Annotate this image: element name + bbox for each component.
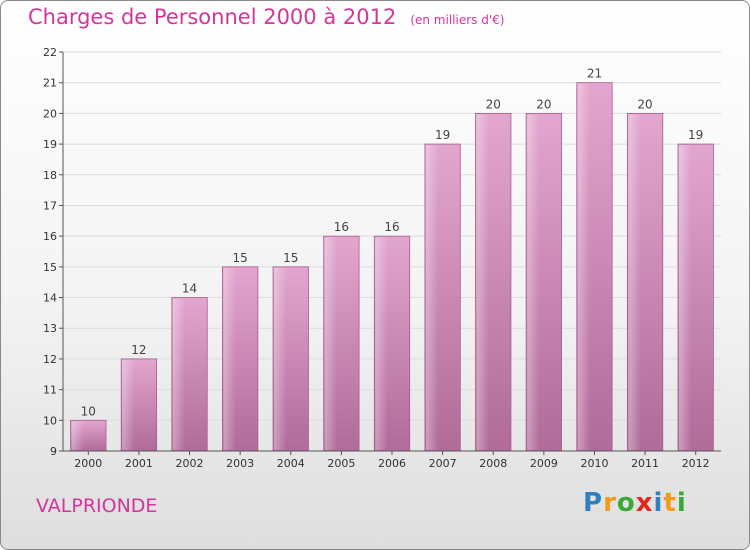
y-tick-label: 10 xyxy=(43,414,57,427)
logo-letter: r xyxy=(603,488,617,518)
data-label: 19 xyxy=(435,128,450,142)
x-tick-label: 2004 xyxy=(277,457,305,470)
data-label: 16 xyxy=(384,220,399,234)
data-label: 12 xyxy=(131,343,146,357)
y-tick-label: 18 xyxy=(43,169,57,182)
x-tick-label: 2011 xyxy=(631,457,659,470)
logo-letter: x xyxy=(635,488,654,518)
y-tick-label: 14 xyxy=(43,292,57,305)
bar-highlight xyxy=(324,237,338,450)
bar-highlight xyxy=(375,237,388,450)
x-tick-label: 2008 xyxy=(479,457,507,470)
y-tick-label: 9 xyxy=(50,445,57,458)
x-tick-label: 2012 xyxy=(682,457,710,470)
bar-highlight xyxy=(274,267,287,450)
chart-title: Charges de Personnel 2000 à 2012 xyxy=(28,5,397,29)
y-tick-label: 17 xyxy=(43,199,57,212)
x-tick-label: 2001 xyxy=(125,457,153,470)
logo-letter: P xyxy=(583,488,604,518)
bar-highlight xyxy=(172,298,186,450)
proxiti-logo[interactable]: Proxiti xyxy=(583,488,687,518)
bar-highlight xyxy=(425,145,439,451)
bar-highlight xyxy=(476,114,489,450)
bar-highlight xyxy=(223,267,236,450)
y-tick-label: 20 xyxy=(43,107,57,120)
axis-layer: 9 10 11 12 13 14 15 16 17 18 19 20 21 22 2000 2001 2002 2… xyxy=(43,46,721,470)
x-tick-label: 2007 xyxy=(429,457,457,470)
data-label: 20 xyxy=(486,97,501,111)
logo-letter: i xyxy=(676,488,687,518)
x-tick-label: 2003 xyxy=(226,457,254,470)
bars-layer: 10 12 14 15 15 16 16 19 20 20 21 20 19 xyxy=(70,67,714,452)
y-tick-label: 11 xyxy=(43,384,57,397)
title-line: Charges de Personnel 2000 à 2012 (en mill… xyxy=(28,5,504,29)
data-label: 15 xyxy=(283,251,298,265)
y-tick-label: 22 xyxy=(43,46,57,59)
town-name: VALPRIONDE xyxy=(36,495,158,517)
data-label: 20 xyxy=(637,97,652,111)
data-label: 20 xyxy=(536,97,551,111)
x-tick-label: 2000 xyxy=(74,457,102,470)
chart-subtitle: (en milliers d'€) xyxy=(410,13,505,27)
bar-highlight xyxy=(122,359,135,450)
bar-highlight xyxy=(71,421,84,450)
data-label: 21 xyxy=(587,67,602,81)
bar-highlight xyxy=(527,114,540,450)
bar-highlight xyxy=(628,114,641,450)
x-tick-label: 2005 xyxy=(327,457,355,470)
data-label: 10 xyxy=(81,404,96,418)
y-tick-label: 21 xyxy=(43,77,57,90)
x-tick-label: 2006 xyxy=(378,457,406,470)
x-tick-label: 2009 xyxy=(530,457,558,470)
bar-highlight xyxy=(678,145,692,451)
x-tick-label: 2002 xyxy=(176,457,204,470)
data-label: 19 xyxy=(688,128,703,142)
data-label: 15 xyxy=(233,251,248,265)
logo-letter: i xyxy=(653,488,664,518)
logo-letter: o xyxy=(616,488,636,518)
logo-letter: t xyxy=(663,488,677,518)
y-tick-label: 16 xyxy=(43,230,57,243)
data-label: 16 xyxy=(334,220,349,234)
y-tick-label: 13 xyxy=(43,322,57,335)
y-tick-label: 19 xyxy=(43,138,57,151)
y-tick-label: 15 xyxy=(43,261,57,274)
data-label: 14 xyxy=(182,282,197,296)
x-tick-label: 2010 xyxy=(580,457,608,470)
y-tick-label: 12 xyxy=(43,353,57,366)
bar-highlight xyxy=(577,83,591,450)
